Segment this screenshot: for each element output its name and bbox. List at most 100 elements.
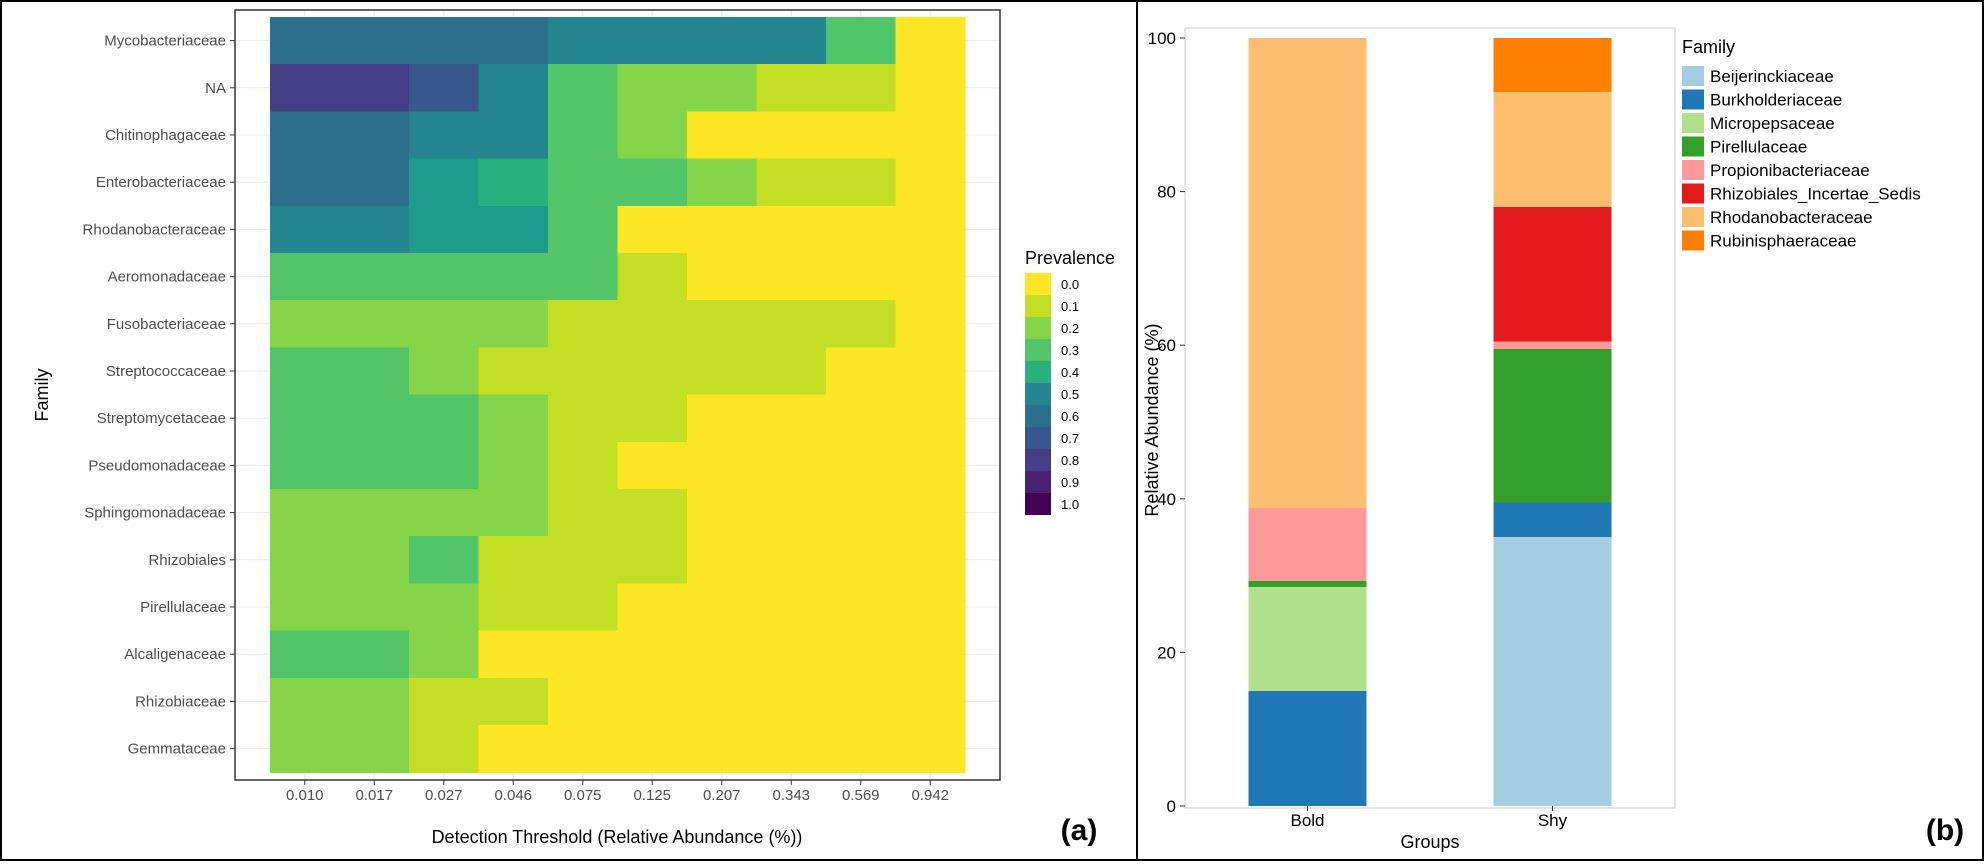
- bar-y-tick-label: 60: [1157, 336, 1176, 355]
- heatmap-cell-mycobacteriaceae-3: [478, 17, 549, 65]
- heatmap-x-tick-label: 0.046: [494, 787, 532, 804]
- legend-swatch-rhodanobacteraceae: [1682, 207, 1704, 227]
- heatmap-plot-border: [234, 9, 1001, 781]
- heatmap-cell-pseudomonadaceae-6: [687, 441, 758, 490]
- heatmap-cell-na-6: [687, 64, 758, 112]
- heatmap-cell-enterobacteriaceae-6: [687, 158, 758, 207]
- legend-label-0-1: 0.1: [1061, 299, 1079, 314]
- heatmap-cell-streptomycetaceae-5: [617, 394, 688, 443]
- heatmap-cell-rhodanobacteraceae-3: [478, 205, 549, 254]
- heatmap-cell-mycobacteriaceae-1: [339, 17, 410, 65]
- heatmap-cell-rhizobiales-2: [409, 536, 480, 584]
- bar-legend: Family Beijerinckiaceae Burkholderiaceae M…: [1682, 37, 1921, 251]
- heatmap-cell-pirellulaceae-1: [339, 583, 410, 632]
- heatmap-cell-mycobacteriaceae-0: [270, 17, 341, 65]
- heatmap-y-tick-label: Pseudomonadaceae: [88, 457, 226, 474]
- heatmap-cell-rhizobiales-0: [270, 536, 341, 584]
- legend-label-0-2: 0.2: [1061, 321, 1079, 336]
- legend-swatch-pirellulaceae: [1682, 136, 1704, 157]
- heatmap-cell-chitinophagaceae-3: [478, 111, 549, 160]
- heatmap-cell-rhizobiaceae-0: [270, 677, 341, 726]
- legend-label-0-0: 0.0: [1061, 277, 1079, 292]
- bar-y-tick-label: 80: [1157, 183, 1176, 202]
- heatmap-x-tick-label: 0.075: [564, 787, 602, 804]
- heatmap-cell-enterobacteriaceae-4: [548, 158, 619, 207]
- heatmap-cell-alcaligenaceae-8: [826, 630, 897, 679]
- heatmap-cell-chitinophagaceae-2: [409, 111, 480, 160]
- heatmap-cell-rhizobiaceae-6: [687, 677, 758, 726]
- heatmap-cell-rhizobiaceae-9: [895, 677, 966, 726]
- heatmap-cell-mycobacteriaceae-2: [409, 17, 480, 65]
- heatmap-y-ticks: Mycobacteriaceae NA Chitinophagaceae Entero…: [83, 33, 235, 758]
- legend-title-prevalence: Prevalence: [1025, 248, 1115, 268]
- legend-label-rubinisphaeraceae: Rubinisphaeraceae: [1710, 232, 1857, 251]
- legend-swatch-rhizobiales-incertae-sedis: [1682, 183, 1704, 204]
- heatmap-cell-rhizobiales-3: [478, 536, 549, 584]
- heatmap-y-tick-label: Streptococcaceae: [106, 363, 226, 380]
- heatmap-cell-rhizobiales-5: [617, 536, 688, 584]
- legend-swatch-rubinisphaeraceae: [1682, 230, 1704, 251]
- legend-key-0-8: [1025, 449, 1051, 471]
- heatmap-cell-chitinophagaceae-8: [826, 111, 897, 160]
- heatmap-cell-gemmataceae-9: [895, 725, 966, 773]
- heatmap-y-tick-label: Rhizobiales: [148, 552, 226, 569]
- heatmap-cell-alcaligenaceae-5: [617, 630, 688, 679]
- heatmap-x-tick-label: 0.207: [703, 787, 741, 804]
- heatmap-cell-sphingomonadaceae-6: [687, 489, 758, 537]
- heatmap-cell-pseudomonadaceae-0: [270, 441, 341, 490]
- legend-label-beijerinckiaceae: Beijerinckiaceae: [1710, 67, 1834, 86]
- heatmap-cell-mycobacteriaceae-4: [548, 17, 619, 65]
- bar-segment-shy-rhizobiales-incertae-sedis: [1493, 206, 1612, 342]
- bar-segment-shy-rubinisphaeraceae: [1493, 38, 1612, 92]
- heatmap-cell-sphingomonadaceae-8: [826, 489, 897, 537]
- heatmap-cell-pseudomonadaceae-3: [478, 441, 549, 490]
- heatmap-cell-rhodanobacteraceae-6: [687, 205, 758, 254]
- legend-label-0-3: 0.3: [1061, 343, 1079, 358]
- stacked-bar-panel: 0 20 40 60 80 100 Bold Shy Groups Relative Abu…: [1142, 27, 1964, 852]
- legend-swatch-burkholderiaceae: [1682, 89, 1704, 110]
- heatmap-cell-rhizobiaceae-8: [826, 677, 897, 726]
- heatmap-cell-na-8: [826, 64, 897, 112]
- heatmap-cell-na-4: [548, 64, 619, 112]
- bar-segment-shy-beijerinckiaceae: [1493, 537, 1612, 806]
- heatmap-cell-rhizobiales-6: [687, 536, 758, 584]
- heatmap-y-tick-label: Alcaligenaceae: [124, 646, 226, 663]
- heatmap-x-tick-label: 0.942: [911, 787, 949, 804]
- heatmap-cell-chitinophagaceae-5: [617, 111, 688, 160]
- heatmap-x-tick-label: 0.343: [772, 787, 810, 804]
- heatmap-cell-gemmataceae-7: [756, 725, 827, 773]
- panel-b-label: (b): [1926, 814, 1964, 847]
- heatmap-x-tick-label: 0.569: [842, 787, 880, 804]
- legend-key-0-9: [1025, 471, 1051, 493]
- heatmap-cell-aeromonadaceae-0: [270, 253, 341, 301]
- heatmap-cells: [270, 17, 966, 773]
- heatmap-cell-pirellulaceae-6: [687, 583, 758, 632]
- heatmap-cell-gemmataceae-8: [826, 725, 897, 773]
- heatmap-cell-aeromonadaceae-8: [826, 253, 897, 301]
- heatmap-cell-rhodanobacteraceae-5: [617, 205, 688, 254]
- heatmap-cell-streptococcaceae-4: [548, 347, 619, 396]
- bar-segment-shy-pirellulaceae: [1493, 349, 1612, 503]
- heatmap-cell-mycobacteriaceae-6: [687, 17, 758, 65]
- heatmap-cell-rhizobiaceae-7: [756, 677, 827, 726]
- legend-key-0-2: [1025, 317, 1051, 339]
- heatmap-y-tick-label: Enterobacteriaceae: [96, 174, 226, 191]
- heatmap-cell-sphingomonadaceae-0: [270, 489, 341, 537]
- heatmap-cell-streptococcaceae-7: [756, 347, 827, 396]
- bar-segment-shy-propionibacteriaceae: [1493, 341, 1612, 350]
- heatmap-cell-rhizobiales-4: [548, 536, 619, 584]
- heatmap-y-tick-label: Mycobacteriaceae: [104, 33, 226, 50]
- heatmap-cell-pseudomonadaceae-7: [756, 441, 827, 490]
- panel-a-label: (a): [1061, 814, 1098, 847]
- heatmap-cell-fusobacteriaceae-1: [339, 300, 410, 348]
- heatmap-cell-streptococcaceae-1: [339, 347, 410, 396]
- heatmap-cell-aeromonadaceae-6: [687, 253, 758, 301]
- heatmap-cell-enterobacteriaceae-8: [826, 158, 897, 207]
- heatmap-cell-sphingomonadaceae-3: [478, 489, 549, 537]
- heatmap-cell-sphingomonadaceae-7: [756, 489, 827, 537]
- legend-key-0-6: [1025, 405, 1051, 427]
- heatmap-cell-enterobacteriaceae-5: [617, 158, 688, 207]
- heatmap-cell-streptomycetaceae-6: [687, 394, 758, 443]
- legend-label-burkholderiaceae: Burkholderiaceae: [1710, 91, 1842, 110]
